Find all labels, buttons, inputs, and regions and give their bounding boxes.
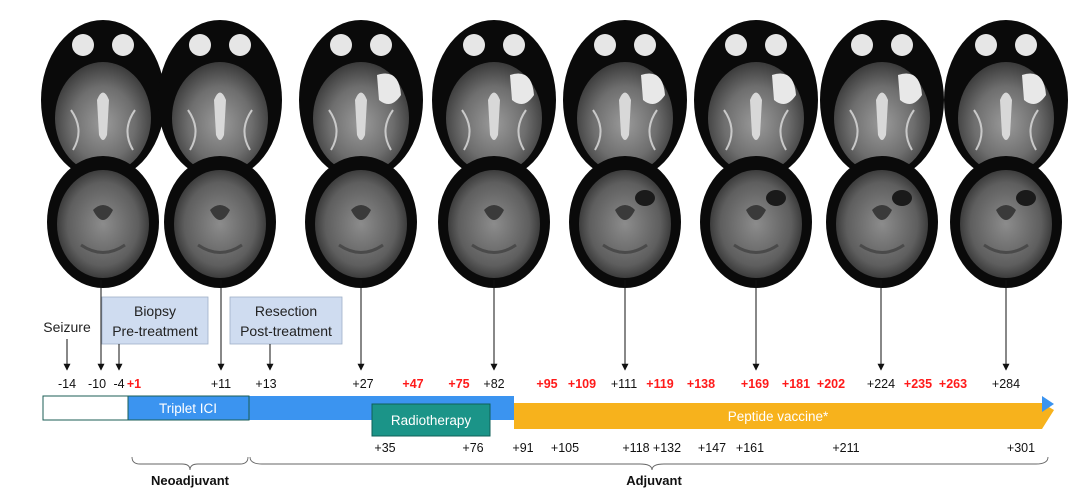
pre-treatment-label: Pre-treatment <box>112 323 198 339</box>
peptide-vaccine-bar <box>514 403 1054 429</box>
mri-scan-pair <box>563 20 687 288</box>
phase-braces: Neoadjuvant Adjuvant <box>131 456 1049 488</box>
timepoint-top-label: +1 <box>127 377 141 391</box>
mri-scan-pair <box>944 20 1068 288</box>
timepoint-top-label: +119 <box>646 377 674 391</box>
timepoint-top-label: +169 <box>741 377 769 391</box>
mri-scan-pair <box>694 20 818 288</box>
resection-box: Resection Post-treatment <box>229 296 343 345</box>
timepoint-top-label: +109 <box>568 377 596 391</box>
timepoint-bottom-label: +118 <box>622 441 649 455</box>
timepoint-top-label: +47 <box>402 377 423 391</box>
neoadjuvant-label: Neoadjuvant <box>151 473 230 488</box>
adjuvant-label: Adjuvant <box>626 473 682 488</box>
timepoints-bottom: +35 +76 +91 +105 +118 +132 +147 +161 +211 +301 <box>374 441 1035 455</box>
triplet-ici-label: Triplet ICI <box>159 401 217 416</box>
mri-scan-pair <box>41 20 165 288</box>
timepoint-bottom-label: +105 <box>551 441 579 455</box>
timepoint-top-label: -14 <box>58 377 76 391</box>
bar-arrow-tip <box>1042 396 1054 412</box>
timepoint-top-label: -4 <box>113 377 124 391</box>
timepoint-top-label: +13 <box>255 377 276 391</box>
peptide-vaccine-label: Peptide vaccine* <box>728 409 829 424</box>
seizure-label: Seizure <box>43 319 91 335</box>
timepoint-top-label: +235 <box>904 377 932 391</box>
biopsy-label: Biopsy <box>134 303 176 319</box>
timepoint-top-label: +202 <box>817 377 845 391</box>
radiotherapy-bar <box>371 403 491 437</box>
radiotherapy-label: Radiotherapy <box>391 413 472 428</box>
post-treatment-label: Post-treatment <box>240 323 332 339</box>
timepoint-bottom-label: +211 <box>832 441 859 455</box>
adjuvant-brace <box>249 456 1049 471</box>
mri-scan-pair <box>820 20 944 288</box>
timepoint-top-label: +263 <box>939 377 967 391</box>
timepoint-top-label: +284 <box>992 377 1020 391</box>
timepoint-top-label: +82 <box>483 377 504 391</box>
mri-scan-pair <box>299 20 423 288</box>
timepoint-top-label: +111 <box>611 377 637 391</box>
mri-scan-pair <box>158 20 282 288</box>
timepoint-top-label: +181 <box>782 377 810 391</box>
timepoint-bottom-label: +132 <box>653 441 681 455</box>
timepoints-top: -14 -10 -4 +1 +11 +13 +27 +47 +75 +82 +95 +109 +111 +… <box>58 377 1020 391</box>
timepoint-top-label: +75 <box>448 377 469 391</box>
timepoint-bottom-label: +91 <box>512 441 533 455</box>
timepoint-top-label: +224 <box>867 377 895 391</box>
timepoint-top-label: +11 <box>211 377 231 391</box>
treatment-bars: Triplet ICI Radiotherapy Peptide vaccine… <box>42 395 1054 437</box>
biopsy-box: Biopsy Pre-treatment <box>101 296 209 345</box>
timepoint-bottom-label: +76 <box>462 441 483 455</box>
timepoint-bottom-label: +147 <box>698 441 726 455</box>
timepoint-bottom-label: +301 <box>1007 441 1035 455</box>
mri-scans <box>41 20 1068 288</box>
timepoint-bottom-label: +161 <box>736 441 764 455</box>
neoadjuvant-brace <box>131 456 249 471</box>
pre-treatment-bar <box>42 395 129 421</box>
event-arrows <box>63 280 1010 371</box>
mri-scan-pair <box>432 20 556 288</box>
timepoint-top-label: -10 <box>88 377 106 391</box>
resection-label: Resection <box>255 303 317 319</box>
timepoint-top-label: +95 <box>536 377 557 391</box>
timepoint-bottom-label: +35 <box>374 441 395 455</box>
timepoint-top-label: +27 <box>352 377 373 391</box>
timepoint-top-label: +138 <box>687 377 715 391</box>
